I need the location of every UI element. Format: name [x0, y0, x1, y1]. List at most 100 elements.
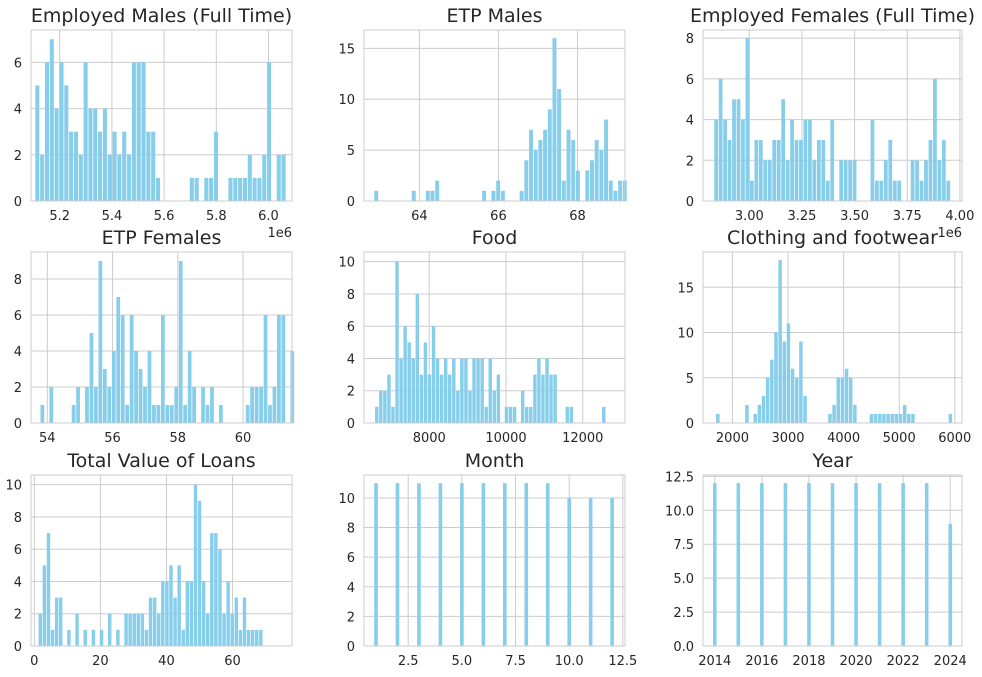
histogram-bar: [571, 139, 576, 201]
histogram-bar: [107, 387, 112, 423]
x-tick-label: 40: [158, 654, 175, 669]
histogram-bar: [529, 129, 533, 201]
histogram-bar: [247, 154, 252, 201]
y-tick-label: 6: [347, 320, 355, 335]
histogram-panel-3: 0 2 4 6 8 3.00 3.25 3.50 3.75 4.00 Employed Female…: [686, 5, 975, 241]
histogram-bar: [254, 387, 259, 423]
histogram-bar: [763, 160, 768, 201]
y-tick-label: 7.5: [673, 538, 694, 553]
histogram-bar: [272, 387, 277, 423]
histogram-bar: [108, 613, 112, 646]
histogram-bar: [75, 613, 79, 646]
plot-frame: [30, 474, 293, 647]
histogram-bar: [157, 613, 161, 646]
histogram-bar: [187, 351, 192, 423]
histogram-bar: [201, 581, 206, 646]
histogram-bar: [525, 406, 529, 423]
histogram-bar: [425, 190, 430, 201]
histogram-bar: [774, 332, 778, 423]
histogram-panel-1: 0 2 4 6 5.2 5.4 5.6 5.8 6.0 Employed Males (Full …: [14, 5, 293, 241]
histogram-bar: [423, 342, 428, 423]
x-tick-label: 2014: [698, 654, 731, 669]
histogram-bar: [151, 131, 156, 201]
histogram-bar: [807, 483, 811, 646]
x-tick-label: 4000: [827, 431, 860, 446]
histogram-bar: [928, 139, 933, 201]
histogram-bar: [201, 387, 205, 423]
histogram-bar: [277, 315, 281, 423]
histogram-bar: [189, 177, 194, 201]
histogram-bar: [174, 387, 179, 423]
histogram-bar: [476, 358, 480, 423]
x-tick-label: 60: [224, 654, 241, 669]
histogram-bar: [50, 629, 55, 646]
y-tick-label: 0: [686, 417, 694, 432]
histogram-bar: [924, 160, 928, 201]
histogram-bar: [59, 62, 64, 202]
y-tick-label: 2: [347, 610, 355, 625]
histogram-bar: [391, 406, 395, 423]
histogram-bar: [723, 119, 727, 201]
histogram-bar: [152, 597, 157, 646]
plot-frame: [363, 474, 626, 647]
histogram-bar: [399, 358, 403, 423]
x-tick-label: 8000: [413, 431, 446, 446]
histogram-bar: [156, 177, 161, 201]
histogram-bar: [830, 483, 835, 646]
histogram-bar: [533, 150, 538, 201]
histogram-bar: [854, 483, 858, 646]
histogram-bar: [472, 358, 476, 423]
histogram-panel-9: 0.0 2.5 5.0 7.5 10.0 12.5 2014 2016 2018 2020 2022…: [665, 450, 967, 669]
y-tick-label: 2: [14, 608, 22, 623]
histogram-bar: [520, 390, 525, 423]
histogram-bar: [71, 405, 76, 423]
histogram-bar: [870, 119, 875, 201]
histogram-bar: [460, 358, 464, 423]
histogram-bar: [883, 160, 888, 201]
histogram-bar: [468, 390, 472, 423]
histogram-bar: [228, 177, 233, 201]
histogram-bar: [107, 154, 112, 201]
histogram-bar: [438, 483, 443, 646]
panel-title: Month: [465, 450, 525, 472]
histogram-bar: [538, 139, 543, 201]
histogram-bar: [214, 533, 218, 646]
histogram-bar: [144, 629, 149, 646]
y-tick-label: 0: [686, 195, 694, 210]
y-tick-label: 0: [347, 640, 355, 655]
histogram-bar: [374, 483, 378, 646]
histogram-bar: [67, 629, 71, 646]
histogram-bar: [794, 377, 799, 423]
x-tick-label: 56: [104, 431, 121, 446]
histogram-bar: [848, 377, 853, 423]
histogram-bar: [783, 483, 788, 646]
histogram-bar: [946, 180, 951, 201]
histogram-bar: [919, 180, 924, 201]
histogram-bar: [54, 597, 59, 646]
histogram-bar: [714, 119, 719, 201]
histogram-bar: [594, 139, 599, 201]
x-tick-label: 10000: [485, 431, 526, 446]
x-tick-label: 68: [569, 209, 586, 224]
histogram-bar: [496, 374, 501, 423]
y-tick-label: 0: [14, 640, 22, 655]
histogram-bar: [267, 62, 272, 202]
x-tick-label: 5.8: [206, 209, 227, 224]
histogram-bar: [529, 406, 533, 423]
y-tick-label: 10: [5, 479, 22, 494]
histogram-bar: [435, 180, 440, 201]
histogram-bar: [131, 62, 136, 202]
y-tick-label: 10: [338, 256, 355, 271]
x-tick-label: 4.00: [945, 209, 974, 224]
histogram-bar: [808, 119, 812, 201]
histogram-bar: [419, 374, 424, 423]
histogram-bar: [120, 315, 125, 423]
histogram-bar: [782, 341, 787, 423]
histogram-bar: [263, 315, 268, 423]
histogram-bar: [46, 533, 51, 646]
y-tick-label: 6: [686, 73, 694, 88]
x-tick-label: 2016: [745, 654, 778, 669]
histogram-bar: [933, 78, 937, 201]
histogram-bar: [553, 374, 557, 423]
